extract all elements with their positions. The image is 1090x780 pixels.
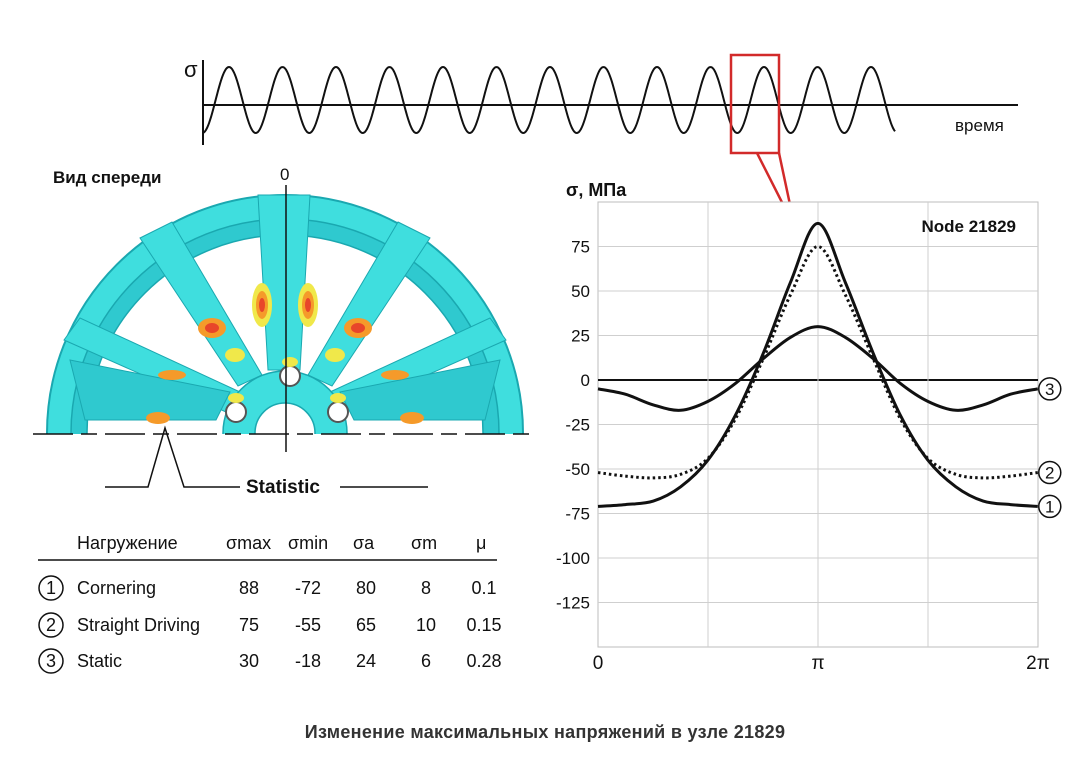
- table-row: 1 Cornering 88 -72 80 8 0.1: [38, 575, 497, 601]
- signal-x-label: время: [955, 116, 1004, 135]
- load-table: Нагружение σmax σmin σa σm μ 1 Cornering…: [38, 533, 502, 674]
- signal-wave: [202, 65, 896, 135]
- table-header-mu: μ: [476, 533, 486, 553]
- signal-y-label: σ: [184, 57, 198, 82]
- row-load-name: Cornering: [77, 578, 156, 598]
- row-smin: -18: [295, 651, 321, 671]
- series-label-marker-3: [1038, 377, 1062, 401]
- chart-y-tick-label: -100: [556, 549, 590, 568]
- row-sa: 80: [356, 578, 376, 598]
- chart-grid: [598, 202, 1038, 647]
- table-header-smin: σmin: [288, 533, 328, 553]
- row-sm: 6: [421, 651, 431, 671]
- table-header-sm: σm: [411, 533, 437, 553]
- chart-x-tick-label: π: [811, 653, 824, 674]
- chart-y-tick-label: 50: [571, 282, 590, 301]
- table-row: 3 Static 30 -18 24 6 0.28: [38, 648, 502, 674]
- wheel-rim: [46, 194, 524, 434]
- series-label-marker-2: [1038, 460, 1062, 485]
- series-line-2: [597, 244, 1038, 480]
- chart-series-labels: 1 2 3: [1038, 377, 1062, 519]
- series-line-1: [597, 221, 1038, 508]
- chart-y-tick-label: -75: [565, 505, 590, 524]
- chart-y-tick-label: 75: [571, 238, 590, 257]
- row-load-name: Static: [77, 651, 122, 671]
- highlight-box: [729, 53, 781, 155]
- chart-y-tick-label: -25: [565, 416, 590, 435]
- row-sm: 8: [421, 578, 431, 598]
- row-smax: 88: [239, 578, 259, 598]
- table-header-load: Нагружение: [77, 533, 178, 553]
- series-label-1: 1: [1045, 497, 1054, 516]
- chart-y-tick-label: 25: [571, 327, 590, 346]
- table-header-smax: σmax: [226, 533, 271, 553]
- series-line-3: [597, 325, 1039, 412]
- chart-x-tick-label: 0: [593, 653, 604, 674]
- row-smin: -55: [295, 615, 321, 635]
- row-smin: -72: [295, 578, 321, 598]
- row-sm: 10: [416, 615, 436, 635]
- chart-y-tick-label: -50: [565, 460, 590, 479]
- stress-chart: 75 50 25 0 -25 -50 -75 -100 -125 0 π 2π 1 2 3 σ, МПа…: [556, 180, 1062, 674]
- table-row: 2 Straight Driving 75 -55 65 10 0.15: [38, 612, 502, 638]
- series-label-3: 3: [1045, 380, 1054, 399]
- chart-y-ticks: 75 50 25 0 -25 -50 -75 -100 -125: [556, 238, 590, 613]
- row-sa: 65: [356, 615, 376, 635]
- row-load-name: Straight Driving: [77, 615, 200, 635]
- chart-y-label: σ, МПа: [566, 180, 627, 200]
- signal-plot: σ время: [184, 53, 1018, 229]
- chart-x-tick-label: 2π: [1026, 653, 1050, 674]
- row-smax: 75: [239, 615, 259, 635]
- series-label-2: 2: [1045, 464, 1054, 483]
- figure-caption: Изменение максимальных напряжений в узле…: [305, 722, 786, 742]
- row-number: 2: [46, 615, 56, 635]
- row-number: 3: [46, 651, 56, 671]
- wheel-zero-label: 0: [280, 165, 289, 184]
- row-mu: 0.1: [471, 578, 496, 598]
- row-number: 1: [46, 578, 56, 598]
- chart-series: [597, 221, 1039, 508]
- row-smax: 30: [239, 651, 259, 671]
- statistic-pulse: [105, 425, 240, 488]
- series-label-marker-1: [1038, 494, 1062, 519]
- chart-y-tick-label: -125: [556, 594, 590, 613]
- row-sa: 24: [356, 651, 376, 671]
- chart-annotation: Node 21829: [922, 217, 1017, 236]
- table-header-sa: σa: [353, 533, 375, 553]
- chart-y-tick-label: 0: [581, 371, 590, 390]
- row-mu: 0.28: [466, 651, 501, 671]
- wheel-title: Вид спереди: [53, 168, 162, 187]
- statistic-label: Statistic: [246, 477, 320, 498]
- row-mu: 0.15: [466, 615, 501, 635]
- wheel-view: Вид спереди 0: [33, 165, 530, 498]
- chart-x-ticks: 0 π 2π: [593, 653, 1050, 674]
